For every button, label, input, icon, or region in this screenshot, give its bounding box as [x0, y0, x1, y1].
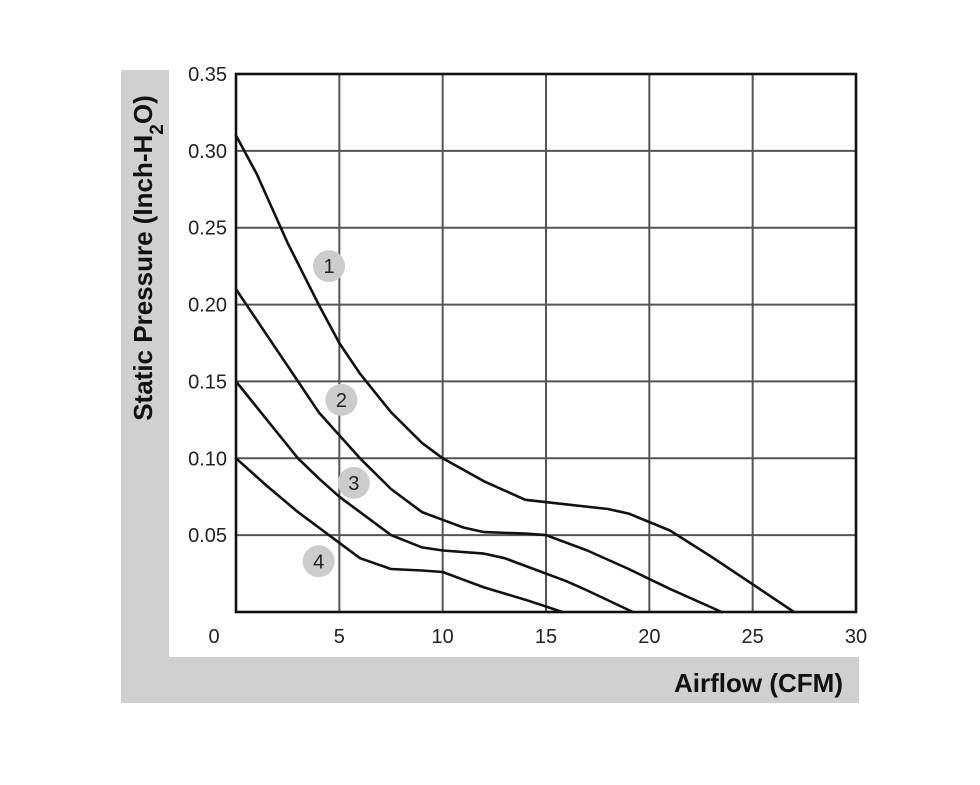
- y-tick-label-0.30: 0.30: [188, 141, 227, 163]
- curve-label-text: 1: [323, 256, 334, 278]
- curve-label-3: 3: [338, 467, 370, 499]
- curve-label-1: 1: [313, 250, 345, 282]
- y-axis-title-subscript: 2: [147, 124, 168, 135]
- y-tick-label-0.25: 0.25: [188, 218, 227, 240]
- x-tick-label-0: 0: [208, 626, 219, 648]
- x-axis-title: Airflow (CFM): [674, 668, 843, 698]
- x-tick-label-30: 30: [845, 626, 867, 648]
- x-tick-label-5: 5: [334, 626, 345, 648]
- curve-label-2: 2: [325, 384, 357, 416]
- x-tick-labels: 0 5 10 15 20 25 30: [208, 626, 867, 648]
- y-axis-title-main: Static Pressure (Inch-H: [128, 135, 158, 421]
- curve-label-text: 4: [313, 551, 324, 573]
- curve-label-4: 4: [303, 545, 335, 577]
- curve-label-text: 3: [348, 473, 359, 495]
- curve-label-text: 2: [336, 390, 347, 412]
- y-tick-label-0.10: 0.10: [188, 448, 227, 470]
- y-tick-label-0.05: 0.05: [188, 525, 227, 547]
- y-tick-label-0.20: 0.20: [188, 295, 227, 317]
- x-tick-label-25: 25: [742, 626, 764, 648]
- y-tick-label-0.15: 0.15: [188, 371, 227, 393]
- x-tick-label-15: 15: [535, 626, 557, 648]
- y-axis-title-end: O): [128, 95, 158, 124]
- y-tick-label-0.35: 0.35: [188, 64, 227, 86]
- x-tick-label-20: 20: [638, 626, 660, 648]
- y-tick-labels: 0.05 0.10 0.15 0.20 0.25 0.30 0.35: [188, 64, 227, 547]
- x-tick-label-10: 10: [432, 626, 454, 648]
